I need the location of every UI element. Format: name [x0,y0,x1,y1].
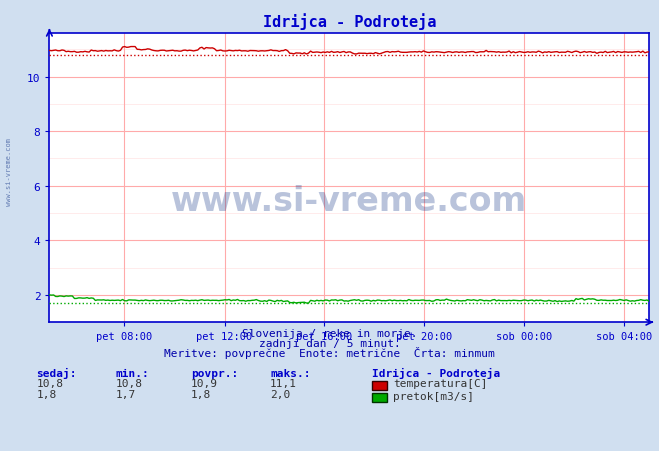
Text: 10,9: 10,9 [191,378,218,388]
Text: 1,8: 1,8 [36,389,57,399]
Text: www.si-vreme.com: www.si-vreme.com [171,185,527,218]
Text: 10,8: 10,8 [36,378,63,388]
Text: sedaj:: sedaj: [36,368,76,378]
Text: povpr.:: povpr.: [191,368,239,378]
Text: temperatura[C]: temperatura[C] [393,378,488,388]
Text: pretok[m3/s]: pretok[m3/s] [393,391,474,400]
Text: Slovenija / reke in morje.: Slovenija / reke in morje. [242,328,417,338]
Text: min.:: min.: [115,368,149,378]
Title: Idrijca - Podroteja: Idrijca - Podroteja [262,13,436,30]
Text: 2,0: 2,0 [270,389,291,399]
Text: www.si-vreme.com: www.si-vreme.com [5,138,12,205]
Text: Idrijca - Podroteja: Idrijca - Podroteja [372,368,501,378]
Text: zadnji dan / 5 minut.: zadnji dan / 5 minut. [258,338,401,348]
Text: maks.:: maks.: [270,368,310,378]
Text: 10,8: 10,8 [115,378,142,388]
Text: Meritve: povprečne  Enote: metrične  Črta: minmum: Meritve: povprečne Enote: metrične Črta:… [164,346,495,358]
Text: 11,1: 11,1 [270,378,297,388]
Text: 1,8: 1,8 [191,389,212,399]
Text: 1,7: 1,7 [115,389,136,399]
